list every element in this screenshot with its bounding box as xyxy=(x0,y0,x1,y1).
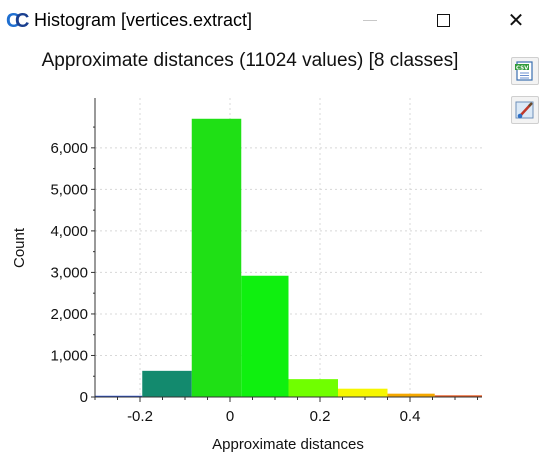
y-tick-label: 4,000 xyxy=(50,223,88,240)
export-csv-button[interactable]: CSV xyxy=(511,57,539,85)
close-button[interactable]: ✕ xyxy=(496,4,536,36)
minimize-icon xyxy=(363,19,377,21)
title-bar[interactable]: C C Histogram [vertices.extract] ✕ xyxy=(0,0,550,40)
maximize-icon xyxy=(436,13,450,27)
svg-text:CSV: CSV xyxy=(516,65,529,71)
y-tick-label: 5,000 xyxy=(50,181,88,198)
x-tick-label: 0.2 xyxy=(310,408,331,425)
histogram-bar xyxy=(338,388,388,397)
axes xyxy=(91,98,482,402)
svg-text:C: C xyxy=(15,10,29,31)
x-tick-label: 0.4 xyxy=(400,408,421,425)
histogram-bar xyxy=(387,393,435,397)
histogram-bar xyxy=(191,118,242,397)
histogram-bar xyxy=(241,275,289,397)
export-image-button[interactable] xyxy=(511,96,539,124)
y-tick-label: 6,000 xyxy=(50,140,88,157)
x-tick-label: -0.2 xyxy=(127,408,153,425)
window-title: Histogram [vertices.extract] xyxy=(34,10,253,30)
histogram-bar xyxy=(142,370,192,397)
svg-text:C: C xyxy=(6,10,20,31)
histogram-bar xyxy=(434,395,482,397)
paint-brush-icon xyxy=(515,101,534,119)
histogram-bar xyxy=(288,379,338,397)
cloudcompare-cc-logo-icon: C C xyxy=(6,10,29,31)
y-tick-label: 0 xyxy=(80,389,88,406)
y-tick-label: 3,000 xyxy=(50,264,88,281)
x-tick-label: 0 xyxy=(226,408,234,425)
csv-file-icon: CSV xyxy=(515,61,533,81)
y-tick-label: 1,000 xyxy=(50,347,88,364)
histogram-bars xyxy=(95,118,482,397)
y-axis-label: Count xyxy=(11,227,28,268)
tick-labels: 0 1,000 2,000 3,000 4,000 5,000 6,000 -0.2 0 0.2 0… xyxy=(50,140,420,425)
x-axis-label: Approximate distances xyxy=(212,436,364,453)
histogram-bar xyxy=(95,395,143,397)
y-tick-label: 2,000 xyxy=(50,306,88,323)
minimize-button[interactable] xyxy=(350,4,390,36)
close-icon: ✕ xyxy=(507,8,525,32)
chart-title: Approximate distances (11024 values) [8 … xyxy=(41,50,459,71)
maximize-button[interactable] xyxy=(423,4,463,36)
